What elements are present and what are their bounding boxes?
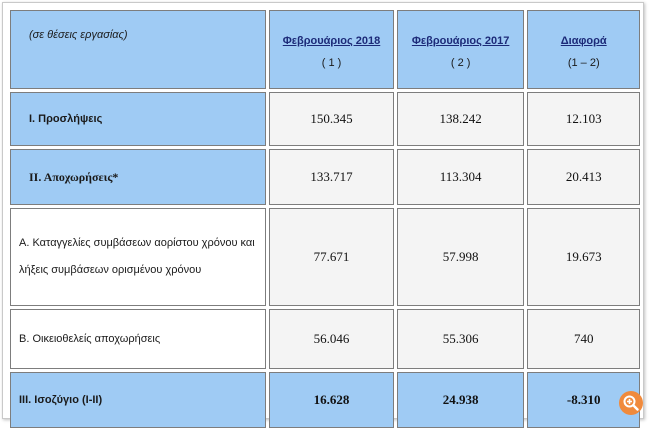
zoom-button[interactable] bbox=[619, 391, 643, 415]
cell-value: 150.345 bbox=[269, 92, 394, 146]
column-header-feb-2017: Φεβρουάριος 2017 ( 2 ) bbox=[396, 10, 525, 89]
table-frame: (σε θέσεις εργασίας) Φεβρουάριος 2018 ( … bbox=[2, 2, 644, 428]
cell-value: 16.628 bbox=[269, 372, 394, 428]
column-title: Διαφορά bbox=[560, 34, 607, 47]
cell-value: 77.671 bbox=[269, 208, 394, 306]
column-title: Φεβρουάριος 2018 bbox=[282, 34, 381, 47]
cell-value: 20.413 bbox=[527, 149, 640, 205]
employment-flows-table: (σε θέσεις εργασίας) Φεβρουάριος 2018 ( … bbox=[7, 7, 643, 431]
table-row: ΙΙΙ. Ισοζύγιο (Ι-ΙΙ) 16.628 24.938 -8.31… bbox=[10, 372, 640, 428]
cell-value: 740 bbox=[527, 309, 640, 369]
cell-value: 133.717 bbox=[269, 149, 394, 205]
cell-value: 24.938 bbox=[396, 372, 525, 428]
cell-value: 56.046 bbox=[269, 309, 394, 369]
column-note: ( 1 ) bbox=[321, 56, 342, 69]
column-header-feb-2018: Φεβρουάριος 2018 ( 1 ) bbox=[269, 10, 394, 89]
table-row: ΙΙ. Αποχωρήσεις* 133.717 113.304 20.413 bbox=[10, 149, 640, 205]
table-header-row: (σε θέσεις εργασίας) Φεβρουάριος 2018 ( … bbox=[10, 10, 640, 89]
cell-value: 138.242 bbox=[396, 92, 525, 146]
cell-value: 113.304 bbox=[396, 149, 525, 205]
cell-value: 57.998 bbox=[396, 208, 525, 306]
column-title: Φεβρουάριος 2017 bbox=[411, 34, 510, 47]
table-row: Α. Καταγγελίες συμβάσεων αορίστου χρόνου… bbox=[10, 208, 640, 306]
row-label-departures: ΙΙ. Αποχωρήσεις* bbox=[10, 149, 267, 205]
cell-value: 55.306 bbox=[396, 309, 525, 369]
table-row: Ι. Προσλήψεις 150.345 138.242 12.103 bbox=[10, 92, 640, 146]
row-label-balance: ΙΙΙ. Ισοζύγιο (Ι-ΙΙ) bbox=[10, 372, 267, 428]
units-label: (σε θέσεις εργασίας) bbox=[29, 28, 128, 41]
row-label-hires: Ι. Προσλήψεις bbox=[10, 92, 267, 146]
cell-value: 12.103 bbox=[527, 92, 640, 146]
table-row: Β. Οικειοθελείς αποχωρήσεις 56.046 55.30… bbox=[10, 309, 640, 369]
magnifier-plus-icon bbox=[623, 395, 639, 411]
row-label-dismissals: Α. Καταγγελίες συμβάσεων αορίστου χρόνου… bbox=[10, 208, 267, 306]
units-cell: (σε θέσεις εργασίας) bbox=[10, 10, 267, 89]
column-note: ( 2 ) bbox=[450, 56, 471, 69]
cell-value: 19.673 bbox=[527, 208, 640, 306]
column-header-difference: Διαφορά (1 – 2) bbox=[527, 10, 640, 89]
row-label-voluntary: Β. Οικειοθελείς αποχωρήσεις bbox=[10, 309, 267, 369]
column-note: (1 – 2) bbox=[567, 56, 600, 69]
